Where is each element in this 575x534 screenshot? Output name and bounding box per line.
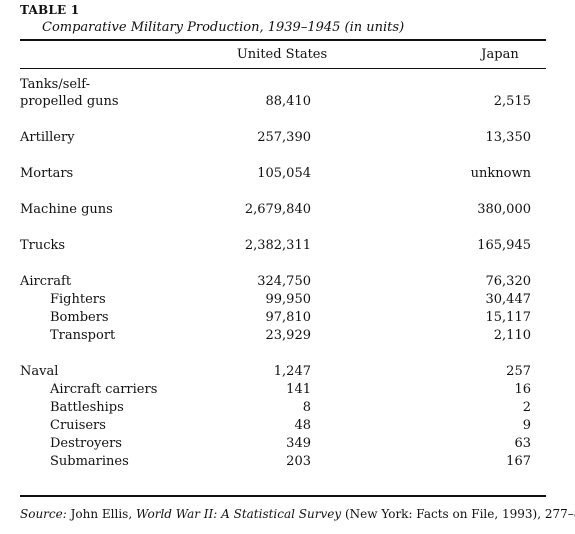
us-value: 48 (294, 418, 311, 433)
us-value: 2,382,311 (244, 238, 311, 253)
table-row-aircraft: Aircraft 324,750 76,320 (0, 274, 575, 292)
row-label: Aircraft (20, 274, 72, 289)
us-value: 88,410 (265, 94, 312, 109)
japan-value: 15,117 (485, 310, 532, 325)
table-row-fighters: Fighters 99,950 30,447 (0, 292, 575, 310)
table-row-transport: Transport 23,929 2,110 (0, 328, 575, 346)
table-top-rule (20, 39, 546, 41)
table-label: TABLE 1 (20, 3, 80, 17)
table-caption: Comparative Military Production, 1939–19… (42, 20, 405, 35)
source-title: World War II: A Statistical Survey (135, 507, 342, 521)
us-value: 23,929 (265, 328, 312, 343)
japan-value: 9 (522, 418, 531, 433)
row-label: Tanks/self- (20, 77, 90, 92)
row-label: Fighters (50, 292, 106, 307)
japan-value: 2,110 (493, 328, 531, 343)
row-label: Battleships (50, 400, 124, 415)
row-label: Aircraft carriers (50, 382, 158, 397)
table-row-battleships: Battleships 8 2 (0, 400, 575, 418)
row-label: Mortars (20, 166, 74, 181)
table-row-naval: Naval 1,247 257 (0, 364, 575, 382)
table-row-destroyers: Destroyers 349 63 (0, 436, 575, 454)
japan-value: 16 (514, 382, 531, 397)
source-author: John Ellis, (66, 507, 136, 521)
japan-value: 2,515 (493, 94, 531, 109)
table-row-submarines: Submarines 203 167 (0, 454, 575, 472)
table-row-cruisers: Cruisers 48 9 (0, 418, 575, 436)
row-label: Submarines (50, 454, 129, 469)
row-label: Artillery (20, 130, 75, 145)
column-header-united-states: United States (236, 47, 328, 62)
japan-value: 13,350 (485, 130, 532, 145)
japan-value: 30,447 (485, 292, 532, 307)
table-bottom-rule (20, 495, 546, 497)
row-label: Cruisers (50, 418, 106, 433)
column-header-japan: Japan (481, 47, 519, 62)
source-details: (New York: Facts on File, 1993), 277–80. (341, 507, 575, 521)
us-value: 324,750 (257, 274, 311, 289)
row-label: Transport (50, 328, 116, 343)
japan-value: 380,000 (477, 202, 531, 217)
table-row-tanks: propelled guns 88,410 2,515 (0, 94, 575, 112)
table-row-bombers: Bombers 97,810 15,117 (0, 310, 575, 328)
japan-value: unknown (470, 166, 531, 181)
us-value: 99,950 (265, 292, 312, 307)
row-label: Machine guns (20, 202, 113, 217)
row-label: Bombers (50, 310, 109, 325)
us-value: 203 (286, 454, 311, 469)
table-row-trucks: Trucks 2,382,311 165,945 (0, 238, 575, 256)
japan-value: 2 (522, 400, 531, 415)
us-value: 349 (286, 436, 311, 451)
row-label: Naval (20, 364, 59, 379)
japan-value: 167 (506, 454, 531, 469)
japan-value: 257 (506, 364, 531, 379)
us-value: 8 (302, 400, 311, 415)
source-note: Source: John Ellis, World War II: A Stat… (20, 507, 575, 521)
table-row-tanks-line1: Tanks/self- (0, 77, 575, 95)
japan-value: 63 (514, 436, 531, 451)
us-value: 97,810 (265, 310, 312, 325)
us-value: 1,247 (273, 364, 311, 379)
table-row-machine-guns: Machine guns 2,679,840 380,000 (0, 202, 575, 220)
row-label: Destroyers (50, 436, 122, 451)
japan-value: 76,320 (485, 274, 532, 289)
source-prefix: Source: (20, 507, 67, 521)
table-row-aircraft-carriers: Aircraft carriers 141 16 (0, 382, 575, 400)
table-row-mortars: Mortars 105,054 unknown (0, 166, 575, 184)
header-rule (20, 68, 546, 69)
row-label: propelled guns (20, 94, 119, 109)
us-value: 105,054 (257, 166, 311, 181)
table-row-artillery: Artillery 257,390 13,350 (0, 130, 575, 148)
row-label: Trucks (20, 238, 66, 253)
us-value: 257,390 (257, 130, 311, 145)
japan-value: 165,945 (477, 238, 531, 253)
us-value: 141 (286, 382, 311, 397)
us-value: 2,679,840 (244, 202, 311, 217)
